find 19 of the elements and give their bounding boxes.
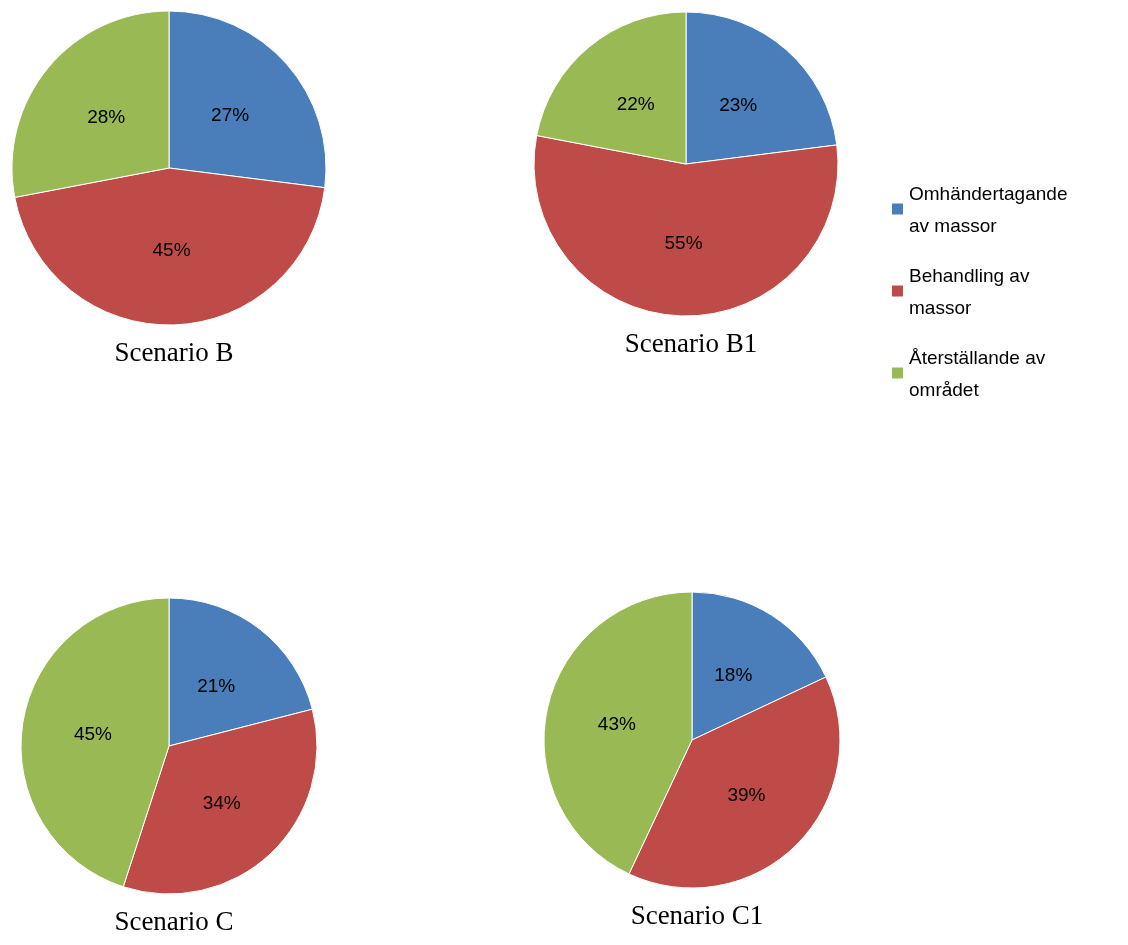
data-label: 45% <box>152 238 191 260</box>
legend-label: Behandling av massor <box>909 264 1035 318</box>
text: Scenario C1 <box>630 899 764 930</box>
data-label: 34% <box>202 791 241 813</box>
data-label: 43% <box>597 712 636 734</box>
data-label: 22% <box>616 92 655 114</box>
data-label: 27% <box>211 103 250 125</box>
data-label: 21% <box>197 674 236 696</box>
data-label: 23% <box>719 94 758 116</box>
legend-label: Omhändertagande av massor <box>909 182 1073 236</box>
text: Scenario C <box>114 905 234 936</box>
data-label: 55% <box>664 232 703 254</box>
data-label: 39% <box>727 783 766 805</box>
data-label: 45% <box>73 723 113 745</box>
text: Scenario B <box>114 336 234 367</box>
legend-label: Återställande av området <box>909 346 1051 400</box>
data-label: 28% <box>87 105 126 127</box>
data-label: 18% <box>714 664 753 686</box>
text: Scenario B1 <box>624 327 758 358</box>
